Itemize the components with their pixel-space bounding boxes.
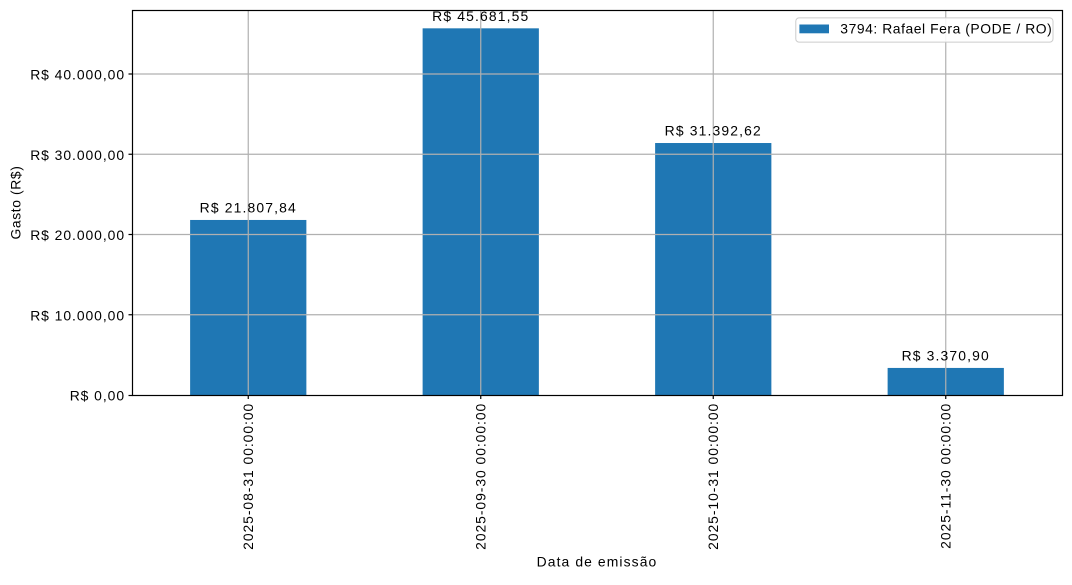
svg-text:2025-11-30 00:00:00: 2025-11-30 00:00:00 (938, 403, 954, 549)
svg-text:R$ 10.000,00: R$ 10.000,00 (30, 307, 125, 323)
svg-text:R$ 3.370,90: R$ 3.370,90 (902, 348, 990, 364)
svg-text:R$ 40.000,00: R$ 40.000,00 (30, 67, 125, 83)
svg-text:R$ 21.807,84: R$ 21.807,84 (200, 200, 297, 216)
svg-text:R$ 30.000,00: R$ 30.000,00 (30, 147, 125, 163)
svg-text:2025-10-31 00:00:00: 2025-10-31 00:00:00 (705, 403, 721, 550)
svg-text:3794: Rafael Fera (PODE / RO): 3794: Rafael Fera (PODE / RO) (840, 21, 1052, 37)
svg-text:2025-09-30 00:00:00: 2025-09-30 00:00:00 (473, 403, 489, 550)
svg-text:R$ 0,00: R$ 0,00 (70, 388, 125, 404)
svg-text:Gasto (R$): Gasto (R$) (7, 166, 23, 240)
svg-text:Data de emissão: Data de emissão (537, 554, 658, 570)
svg-text:R$ 45.681,55: R$ 45.681,55 (432, 8, 529, 24)
svg-text:R$ 31.392,62: R$ 31.392,62 (665, 123, 762, 139)
svg-text:R$ 20.000,00: R$ 20.000,00 (30, 227, 125, 243)
svg-text:2025-08-31 00:00:00: 2025-08-31 00:00:00 (240, 403, 256, 550)
